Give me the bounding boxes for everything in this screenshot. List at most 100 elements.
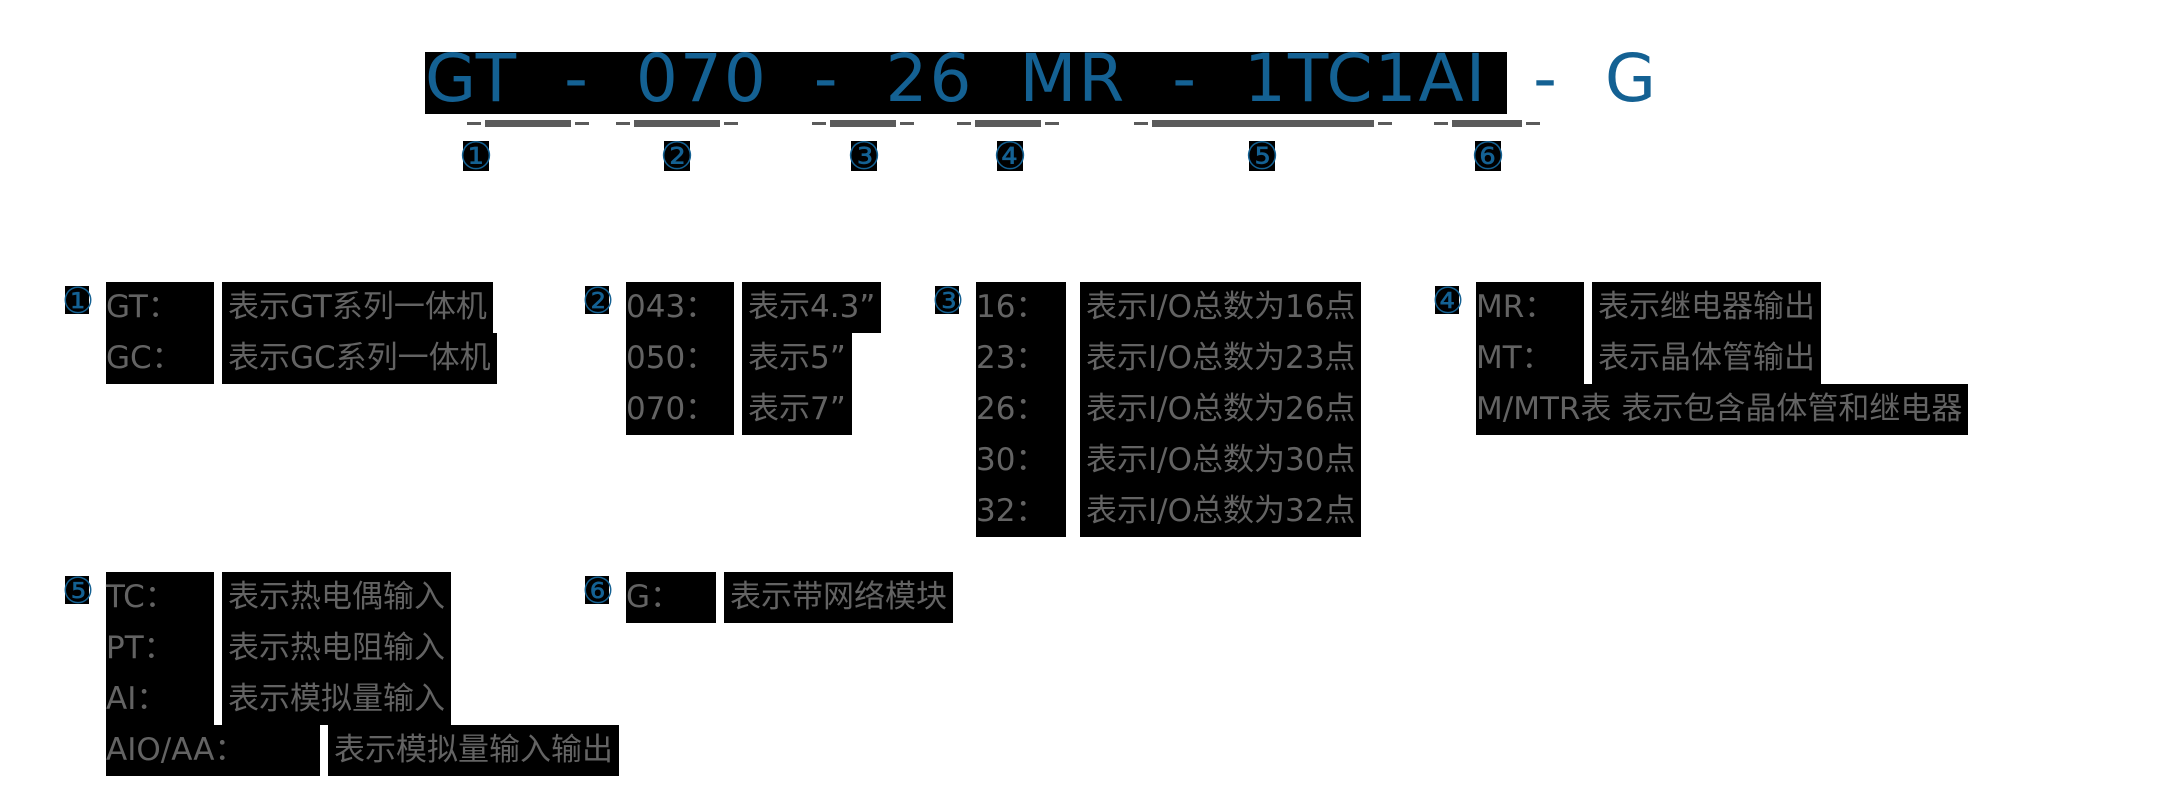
legend-key: GC： [106,333,214,384]
legend-line: PT： 表示热电阻输入 [106,623,619,674]
model-code-black-band [425,52,1507,114]
legend-line: 30： 表示I/O总数为30点 [976,435,1362,486]
legend-value: 表示5” [742,333,852,384]
legend-marker-3-chip [935,286,959,314]
legend-marker-1-chip [65,286,89,314]
legend-line: M/MTR表 表示包含晶体管和继电器 [1476,384,1969,435]
legend-key: GT： [106,282,214,333]
legend-marker-4: ④ [1428,282,1468,322]
legend-key: AI： [106,674,214,725]
legend-value: 表示GC系列一体机 [222,333,497,384]
legend-value: 表示包含晶体管和继电器 [1615,384,1969,435]
legend-key: MT： [1476,333,1584,384]
leader-bar-6 [1434,120,1540,127]
code-index-2-chip [664,141,690,171]
legend-line: 043： 表示4.3” [626,282,882,333]
legend-value: 表示4.3” [742,282,882,333]
legend-line: 16： 表示I/O总数为16点 [976,282,1362,333]
legend-line: GC： 表示GC系列一体机 [106,333,497,384]
legend-value: 表示I/O总数为16点 [1080,282,1362,333]
circled-number-1-icon: ① [61,281,95,322]
legend-block-6-lines: G： 表示带网络模块 [626,572,953,623]
legend-line: AIO/AA： 表示模拟量输入输出 [106,725,619,776]
legend-marker-6: ⑥ [578,572,618,612]
model-code-title: GT - 070 - 26 MR - 1TC1AI - G [425,40,1659,117]
leader-bar-5 [1134,120,1392,127]
legend-value: 表示模拟量输入 [222,674,451,725]
legend-key: 050： [626,333,734,384]
circled-number-1-icon: ① [458,134,494,178]
legend-value: 表示I/O总数为30点 [1080,435,1362,486]
code-index-1-chip [463,141,489,171]
legend-line: G： 表示带网络模块 [626,572,953,623]
code-index-5: ⑤ [1240,134,1284,178]
legend-key: 070： [626,384,734,435]
legend-value: 表示继电器输出 [1592,282,1821,333]
legend-key: 16： [976,282,1066,333]
legend-block-3-lines: 16： 表示I/O总数为16点 23： 表示I/O总数为23点 26： 表示I/… [976,282,1362,537]
code-index-1: ① [454,134,498,178]
leader-bar-3 [812,120,914,127]
legend-block-1-lines: GT： 表示GT系列一体机 GC： 表示GC系列一体机 [106,282,497,384]
legend-marker-5: ⑤ [58,572,98,612]
circled-number-5-icon: ⑤ [61,571,95,612]
legend-value: 表示晶体管输出 [1592,333,1821,384]
code-index-5-chip [1249,141,1275,171]
code-index-6-chip [1475,141,1501,171]
code-index-2: ② [655,134,699,178]
leader-bar-1 [467,120,589,127]
legend-value: 表示I/O总数为32点 [1080,486,1362,537]
circled-number-6-icon: ⑥ [1470,134,1506,178]
legend-marker-3: ③ [928,282,968,322]
circled-number-2-icon: ② [581,281,615,322]
legend-value: 表示带网络模块 [724,572,953,623]
legend-block-4-lines: MR： 表示继电器输出 MT： 表示晶体管输出 M/MTR表 表示包含晶体管和继… [1476,282,1969,435]
legend-key: PT： [106,623,214,674]
legend-key: AIO/AA： [106,725,320,776]
legend-line: 070： 表示7” [626,384,881,435]
leader-bar-2 [616,120,738,127]
legend-key: M/MTR表 [1476,384,1616,435]
legend-marker-4-chip [1435,286,1459,314]
legend-value: 表示I/O总数为23点 [1080,333,1362,384]
legend-marker-2: ② [578,282,618,322]
legend-key: 23： [976,333,1066,384]
circled-number-3-icon: ③ [846,134,882,178]
legend-key: 26： [976,384,1066,435]
legend-line: AI： 表示模拟量输入 [106,674,619,725]
legend-key: 30： [976,435,1066,486]
legend-line: TC： 表示热电偶输入 [106,572,619,623]
circled-number-3-icon: ③ [931,281,965,322]
legend-value: 表示I/O总数为26点 [1080,384,1362,435]
circled-number-6-icon: ⑥ [581,571,615,612]
code-index-6: ⑥ [1466,134,1510,178]
legend-value: 表示GT系列一体机 [222,282,493,333]
circled-number-4-icon: ④ [992,134,1028,178]
circled-number-5-icon: ⑤ [1244,134,1280,178]
legend-value: 表示热电阻输入 [222,623,451,674]
legend-marker-1: ① [58,282,98,322]
legend-key: 32： [976,486,1066,537]
code-index-4: ④ [988,134,1032,178]
circled-number-4-icon: ④ [1431,281,1465,322]
legend-block-2-lines: 043： 表示4.3” 050： 表示5” 070： 表示7” [626,282,882,435]
legend-block-5-lines: TC： 表示热电偶输入 PT： 表示热电阻输入 AI： 表示模拟量输入 AIO/… [106,572,619,776]
leader-bar-4 [957,120,1059,127]
legend-line: 32： 表示I/O总数为32点 [976,486,1362,537]
legend-marker-2-chip [585,286,609,314]
legend-marker-6-chip [585,576,609,604]
legend-value: 表示7” [742,384,852,435]
legend-line: GT： 表示GT系列一体机 [106,282,497,333]
legend-value: 表示模拟量输入输出 [328,725,619,776]
legend-line: 23： 表示I/O总数为23点 [976,333,1362,384]
code-index-3-chip [851,141,877,171]
legend-line: 26： 表示I/O总数为26点 [976,384,1362,435]
legend-key: 043： [626,282,734,333]
legend-marker-5-chip [65,576,89,604]
legend-line: MR： 表示继电器输出 [1476,282,1968,333]
legend-line: MT： 表示晶体管输出 [1476,333,1968,384]
code-index-4-chip [997,141,1023,171]
code-index-3: ③ [842,134,886,178]
legend-line: 050： 表示5” [626,333,881,384]
legend-key: G： [626,572,716,623]
